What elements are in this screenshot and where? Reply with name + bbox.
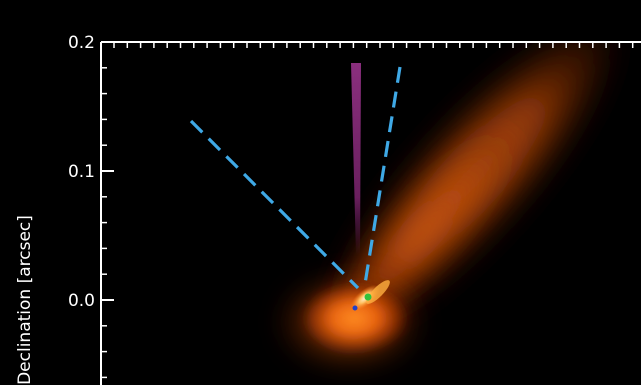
y-tick-label: 0.0 — [68, 291, 95, 311]
marker-green — [364, 293, 372, 301]
marker-blue — [352, 305, 358, 311]
dashed-line-left — [189, 119, 360, 290]
dashed-line-right — [363, 66, 402, 285]
y-tick-label: 0.1 — [68, 162, 95, 182]
y-axis-label: Declination [arcsec] — [15, 215, 35, 385]
halo-outer — [272, 272, 428, 372]
plot-frame — [100, 41, 641, 385]
y-tick-label: 0.2 — [68, 33, 95, 53]
emission-image — [189, 42, 631, 372]
purple-bar — [351, 63, 361, 255]
core-tilted-disc — [366, 280, 390, 304]
y-tick-labels: 0.2 0.1 0.0 — [68, 33, 95, 311]
